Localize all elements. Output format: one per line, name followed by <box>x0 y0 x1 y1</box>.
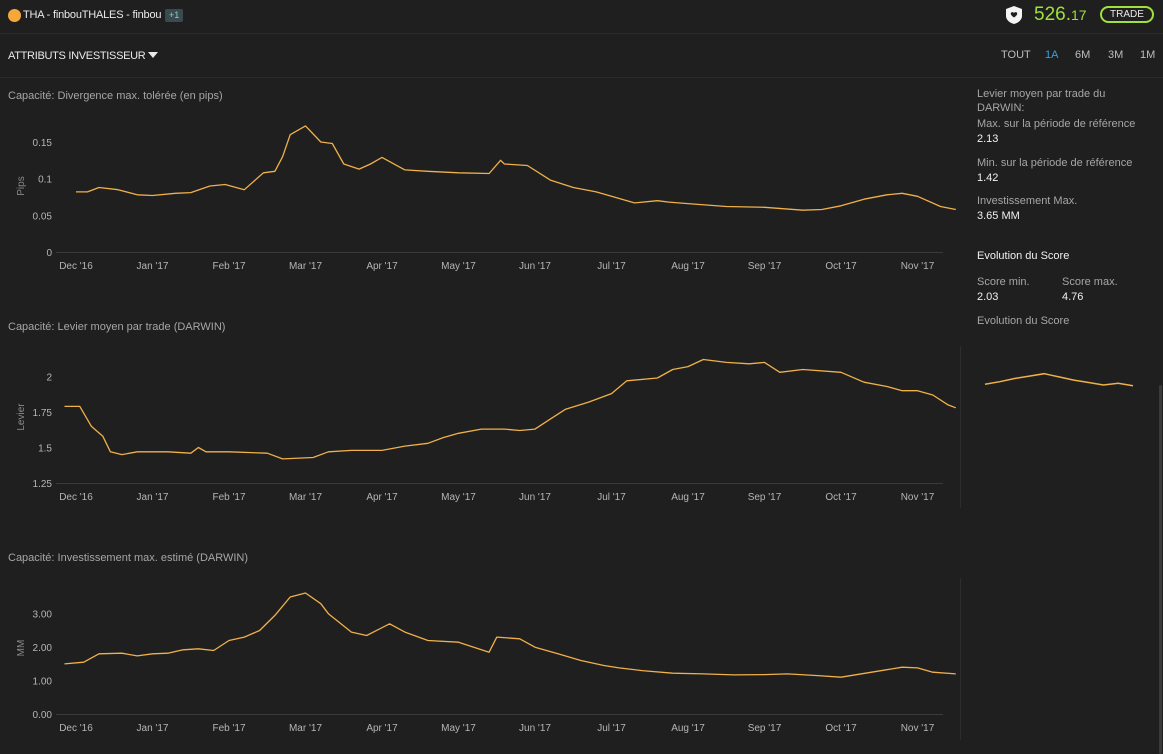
x-tick-label: Jul '17 <box>597 723 626 734</box>
attributes-label: ATTRIBUTS INVESTISSEUR <box>8 50 146 62</box>
y-tick-label: 2.00 <box>33 643 53 654</box>
divider-levier <box>960 346 961 508</box>
x-tick-label: Feb '17 <box>212 261 245 272</box>
price-dec: 17 <box>1070 7 1087 23</box>
y-tick-label: 0.00 <box>33 710 53 721</box>
y-tick-label: 0.15 <box>33 138 53 149</box>
x-tick-label: Aug '17 <box>671 723 705 734</box>
y-tick-label: 0 <box>46 248 52 259</box>
price-int: 526. <box>1034 4 1071 25</box>
chart-title-investissement: Capacité: Investissement max. estimé (DA… <box>8 552 249 564</box>
x-tick-label: Jul '17 <box>597 492 626 503</box>
x-tick-label: Oct '17 <box>825 723 857 734</box>
range-6m[interactable]: 6M <box>1075 49 1091 61</box>
levier-chart: Levier 1.25 1.5 1.75 2 Dec '16 Jan '17 Feb '17 M… <box>16 358 957 503</box>
x-tick-label: May '17 <box>441 261 476 272</box>
darwin-title[interactable]: THA - finbouTHALES - finbou <box>23 9 162 21</box>
x-tick-label: Jun '17 <box>519 261 551 272</box>
x-tick-label: Oct '17 <box>825 261 857 272</box>
range-1a[interactable]: 1A <box>1045 49 1059 61</box>
x-tick-label: Feb '17 <box>212 723 245 734</box>
levier-title-2: DARWIN: <box>977 102 1025 114</box>
badge[interactable]: +1 <box>165 9 184 22</box>
min-value: 1.42 <box>977 172 999 184</box>
chart-title-divergence: Capacité: Divergence max. tolérée (en pi… <box>8 90 223 102</box>
chart-title-levier: Capacité: Levier moyen par trade (DARWIN… <box>8 321 226 333</box>
score-heading: Evolution du Score <box>977 250 1070 262</box>
divider-investissement <box>960 578 961 740</box>
x-tick-label: Nov '17 <box>901 261 935 272</box>
range-3m[interactable]: 3M <box>1108 49 1124 61</box>
score-min-label: Score min. <box>977 276 1030 288</box>
score-max-label: Score max. <box>1062 276 1118 288</box>
series-line <box>76 125 956 211</box>
x-tick-label: Jan '17 <box>137 723 169 734</box>
range-1m[interactable]: 1M <box>1140 49 1156 61</box>
investissement-chart: MM 0.00 1.00 2.00 3.00 Dec '16 Jan '17 Feb '17 M… <box>16 592 956 734</box>
x-tick-label: Dec '16 <box>59 723 93 734</box>
x-tick-label: Sep '17 <box>748 723 782 734</box>
x-tick-label: Sep '17 <box>748 261 782 272</box>
sub-bar: ATTRIBUTS INVESTISSEUR TOUT 1A 6M 3M 1M <box>0 34 1163 78</box>
score-max-value: 4.76 <box>1062 291 1084 303</box>
attributes-dropdown[interactable]: ATTRIBUTS INVESTISSEUR <box>8 50 159 62</box>
y-tick-label: 3.00 <box>33 610 53 621</box>
x-tick-label: Apr '17 <box>366 723 398 734</box>
y-tick-label: 1.25 <box>33 479 53 490</box>
divergence-chart: Pips 0 0.05 0.1 0.15 Dec '16 Jan '17 Feb '17 Mar… <box>16 125 956 272</box>
series-line <box>64 592 956 678</box>
score-min-value: 2.03 <box>977 291 999 303</box>
price: 526.17 <box>1034 4 1087 26</box>
y-axis-label: MM <box>16 640 27 657</box>
inv-label: Investissement Max. <box>977 195 1078 207</box>
x-tick-label: Dec '16 <box>59 492 93 503</box>
inv-value: 3.65 MM <box>977 210 1020 222</box>
range-tout[interactable]: TOUT <box>1001 49 1031 61</box>
x-tick-label: Mar '17 <box>289 492 322 503</box>
x-tick-label: Jan '17 <box>137 261 169 272</box>
scrollbar[interactable] <box>1159 385 1162 754</box>
levier-title-1: Levier moyen par trade du <box>977 88 1106 100</box>
x-tick-label: Sep '17 <box>748 492 782 503</box>
x-tick-label: Apr '17 <box>366 261 398 272</box>
top-bar: THA - finbouTHALES - finbou +1 526.17 TR… <box>0 0 1163 34</box>
y-tick-label: 0.1 <box>38 175 52 186</box>
y-axis-label: Pips <box>16 176 27 195</box>
x-tick-label: Apr '17 <box>366 492 398 503</box>
x-tick-label: Mar '17 <box>289 723 322 734</box>
x-tick-label: Jun '17 <box>519 723 551 734</box>
y-tick-label: 1.75 <box>33 408 53 419</box>
x-tick-label: Oct '17 <box>825 492 857 503</box>
caret-down-icon <box>148 52 159 58</box>
min-label: Min. sur la période de référence <box>977 157 1133 169</box>
max-label: Max. sur la période de référence <box>977 118 1136 130</box>
max-value: 2.13 <box>977 133 999 145</box>
y-tick-label: 0.05 <box>33 211 53 222</box>
score-sparkline <box>984 372 1134 387</box>
shield-icon[interactable] <box>1004 5 1024 25</box>
x-tick-label: May '17 <box>441 492 476 503</box>
x-tick-label: Feb '17 <box>212 492 245 503</box>
x-tick-label: Aug '17 <box>671 492 705 503</box>
y-axis-label: Levier <box>16 403 27 431</box>
x-tick-label: Aug '17 <box>671 261 705 272</box>
y-tick-label: 1.00 <box>33 677 53 688</box>
x-tick-label: Nov '17 <box>901 492 935 503</box>
x-tick-label: Dec '16 <box>59 261 93 272</box>
score-line <box>984 372 1134 387</box>
series-line <box>64 358 957 460</box>
x-tick-label: May '17 <box>441 723 476 734</box>
score-chart-label: Evolution du Score <box>977 315 1070 327</box>
x-tick-label: Nov '17 <box>901 723 935 734</box>
x-tick-label: Mar '17 <box>289 261 322 272</box>
x-tick-label: Jul '17 <box>597 261 626 272</box>
avatar-dot <box>8 9 21 22</box>
trade-button[interactable]: TRADE <box>1100 6 1154 23</box>
y-tick-label: 2 <box>46 373 52 384</box>
x-tick-label: Jan '17 <box>137 492 169 503</box>
x-tick-label: Jun '17 <box>519 492 551 503</box>
y-tick-label: 1.5 <box>38 444 52 455</box>
